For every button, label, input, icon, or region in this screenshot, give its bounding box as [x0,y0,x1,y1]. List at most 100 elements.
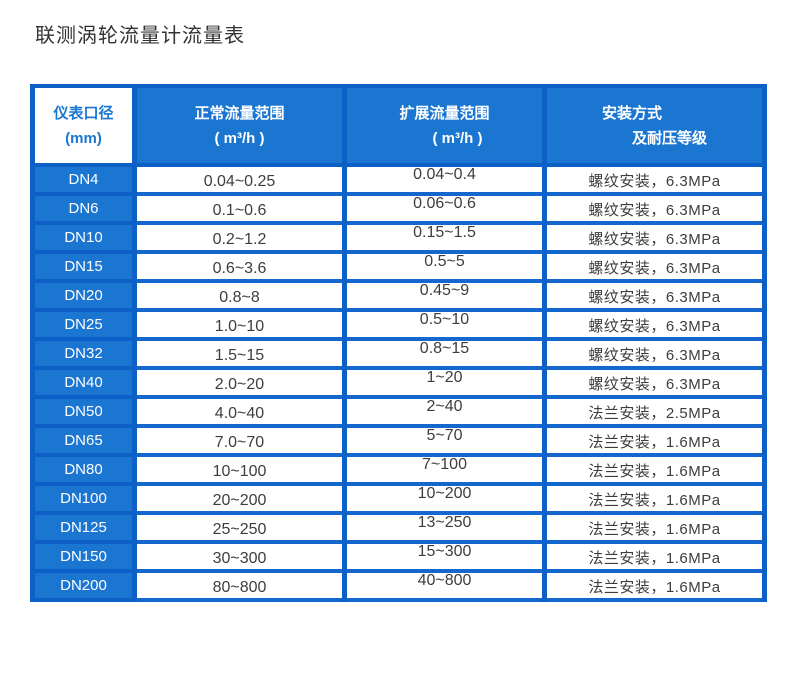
extended-range-cell: 0.8~15 [342,337,547,370]
table-row: DN20 0.8~8 0.45~9 螺纹安装，6.3MPa [30,279,767,312]
diameter-cell: DN80 [30,453,137,486]
table-row: DN80 10~100 7~100 法兰安装，1.6MPa [30,453,767,486]
extended-range-value: 0.45~9 [419,281,470,299]
table-row: DN15 0.6~3.6 0.5~5 螺纹安装，6.3MPa [30,250,767,283]
extended-range-value: 0.5~10 [419,310,470,328]
normal-range-value: 10~100 [212,462,267,480]
installation-cell: 法兰安装，1.6MPa [542,424,767,457]
installation-cell: 螺纹安装，6.3MPa [542,308,767,341]
normal-range-cell: 2.0~20 [132,366,347,399]
extended-range-cell: 0.45~9 [342,279,547,312]
table-row: DN65 7.0~70 5~70 法兰安装，1.6MPa [30,424,767,457]
diameter-value: DN80 [64,461,103,478]
installation-value: 法兰安装，1.6MPa [588,492,721,509]
diameter-value: DN32 [64,345,103,362]
installation-value: 法兰安装，1.6MPa [588,521,721,538]
table-row: DN10 0.2~1.2 0.15~1.5 螺纹安装，6.3MPa [30,221,767,254]
header-installation-sub-label: 及耐压等级 [631,129,707,147]
extended-range-value: 1~20 [426,368,463,386]
installation-cell: 螺纹安装，6.3MPa [542,337,767,370]
normal-range-cell: 1.0~10 [132,308,347,341]
installation-value: 螺纹安装，6.3MPa [588,202,721,219]
normal-range-value: 0.2~1.2 [212,230,267,248]
table-row: DN50 4.0~40 2~40 法兰安装，2.5MPa [30,395,767,428]
diameter-cell: DN25 [30,308,137,341]
table-row: DN40 2.0~20 1~20 螺纹安装，6.3MPa [30,366,767,399]
installation-value: 螺纹安装，6.3MPa [588,289,721,306]
normal-range-value: 30~300 [212,549,267,567]
installation-cell: 法兰安装，2.5MPa [542,395,767,428]
header-installation-label: 安装方式 [601,104,662,122]
normal-range-value: 0.04~0.25 [203,172,276,190]
table-row: DN32 1.5~15 0.8~15 螺纹安装，6.3MPa [30,337,767,370]
page-title: 联测涡轮流量计流量表 [35,25,245,47]
extended-range-value: 0.8~15 [419,339,470,357]
diameter-value: DN25 [64,316,103,333]
normal-range-cell: 0.6~3.6 [132,250,347,283]
header-installation: 安装方式 及耐压等级 [542,86,767,167]
normal-range-value: 1.5~15 [214,346,265,364]
table-body: DN4 0.04~0.25 0.04~0.4 螺纹安装，6.3MPa DN6 0… [30,163,767,602]
diameter-value: DN15 [64,258,103,275]
extended-range-value: 0.5~5 [424,252,465,270]
installation-value: 法兰安装，1.6MPa [588,434,721,451]
normal-range-value: 7.0~70 [214,433,265,451]
normal-range-cell: 25~250 [132,511,347,544]
normal-range-value: 20~200 [212,491,267,509]
extended-range-cell: 40~800 [342,569,547,602]
extended-range-value: 0.15~1.5 [413,223,476,241]
header-row: 仪表口径 (mm) 正常流量范围 ( m³/h ) 扩展流量范围 ( m³/h … [30,86,767,167]
diameter-cell: DN65 [30,424,137,457]
installation-cell: 螺纹安装，6.3MPa [542,279,767,312]
extended-range-value: 2~40 [426,397,463,415]
extended-range-cell: 10~200 [342,482,547,515]
installation-value: 螺纹安装，6.3MPa [588,318,721,335]
diameter-cell: DN32 [30,337,137,370]
normal-range-cell: 0.2~1.2 [132,221,347,254]
header-normal-range-label: 正常流量范围 [194,104,285,122]
installation-value: 法兰安装，1.6MPa [588,550,721,567]
normal-range-value: 2.0~20 [214,375,265,393]
installation-cell: 法兰安装，1.6MPa [542,453,767,486]
table-row: DN25 1.0~10 0.5~10 螺纹安装，6.3MPa [30,308,767,341]
diameter-cell: DN100 [30,482,137,515]
diameter-cell: DN20 [30,279,137,312]
extended-range-cell: 7~100 [342,453,547,486]
normal-range-cell: 20~200 [132,482,347,515]
table-row: DN6 0.1~0.6 0.06~0.6 螺纹安装，6.3MPa [30,192,767,225]
installation-cell: 法兰安装，1.6MPa [542,540,767,573]
extended-range-cell: 1~20 [342,366,547,399]
installation-cell: 螺纹安装，6.3MPa [542,250,767,283]
diameter-cell: DN200 [30,569,137,602]
normal-range-value: 0.6~3.6 [212,259,267,277]
normal-range-value: 1.0~10 [214,317,265,335]
installation-value: 螺纹安装，6.3MPa [588,376,721,393]
extended-range-value: 7~100 [422,455,467,473]
extended-range-cell: 15~300 [342,540,547,573]
installation-cell: 法兰安装，1.6MPa [542,569,767,602]
installation-cell: 法兰安装，1.6MPa [542,511,767,544]
installation-cell: 螺纹安装，6.3MPa [542,221,767,254]
diameter-value: DN50 [64,403,103,420]
installation-cell: 螺纹安装，6.3MPa [542,192,767,225]
flow-rate-table: 仪表口径 (mm) 正常流量范围 ( m³/h ) 扩展流量范围 ( m³/h … [30,84,767,602]
extended-range-value: 13~250 [417,513,472,531]
header-normal-range-unit: ( m³/h ) [214,129,265,147]
header-extended-range: 扩展流量范围 ( m³/h ) [342,86,547,167]
installation-cell: 法兰安装，1.6MPa [542,482,767,515]
normal-range-cell: 80~800 [132,569,347,602]
installation-value: 螺纹安装，6.3MPa [588,347,721,364]
table-row: DN200 80~800 40~800 法兰安装，1.6MPa [30,569,767,602]
diameter-value: DN150 [60,548,107,565]
installation-value: 螺纹安装，6.3MPa [588,173,721,190]
header-extended-range-unit: ( m³/h ) [432,129,483,147]
diameter-value: DN100 [60,490,107,507]
normal-range-value: 0.8~8 [219,288,260,306]
extended-range-cell: 2~40 [342,395,547,428]
normal-range-value: 0.1~0.6 [212,201,267,219]
diameter-value: DN20 [64,287,103,304]
normal-range-cell: 4.0~40 [132,395,347,428]
diameter-value: DN6 [68,200,99,217]
diameter-cell: DN125 [30,511,137,544]
diameter-value: DN10 [64,229,103,246]
